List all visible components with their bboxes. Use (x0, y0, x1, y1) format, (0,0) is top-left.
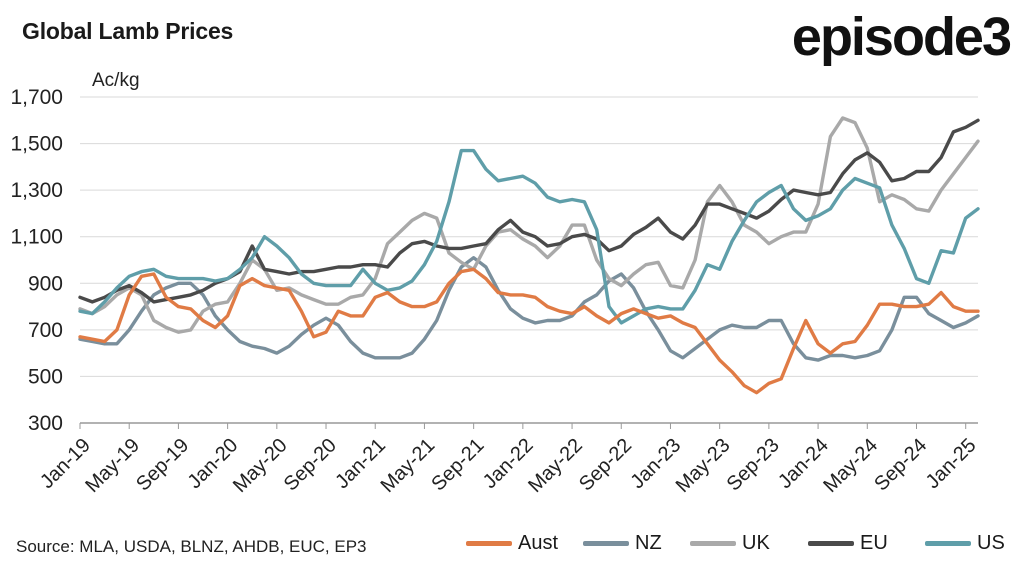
x-tick-label: Sep-24 (870, 434, 931, 495)
y-tick-label: 500 (28, 365, 63, 388)
legend-swatch (466, 541, 512, 546)
x-tick-label: Sep-19 (132, 434, 193, 495)
source-note: Source: MLA, USDA, BLNZ, AHDB, EUC, EP3 (16, 537, 367, 556)
episode3-logo: episode3 (791, 7, 1012, 67)
legend-label: UK (742, 532, 770, 554)
legend-swatch (583, 541, 629, 546)
legend-swatch (690, 541, 736, 546)
legend-swatch (925, 541, 971, 546)
x-tick-label: May-23 (672, 434, 735, 497)
legend-swatch (808, 541, 854, 546)
x-tick-label: Sep-21 (427, 434, 488, 495)
legend-item-nz: NZ (583, 532, 662, 555)
x-tick-label: May-20 (229, 434, 292, 497)
x-tick-label: May-24 (819, 434, 882, 497)
legend-label: US (977, 532, 1005, 554)
y-tick-label: 1,700 (10, 86, 63, 109)
legend-label: NZ (635, 532, 662, 554)
legend-label: Aust (518, 532, 559, 554)
series-line-eu (78, 118, 980, 304)
y-tick-label: 1,300 (10, 179, 63, 202)
x-tick-label: Jan-25 (922, 434, 981, 493)
legend-item-us: US (925, 532, 1005, 555)
x-tick-label: May-22 (524, 434, 587, 497)
x-tick-label: May-21 (377, 434, 440, 497)
x-tick-label: Sep-22 (575, 434, 636, 495)
y-tick-label: 1,100 (10, 226, 63, 249)
series-line-uk (78, 116, 980, 334)
y-tick-label: 700 (28, 319, 63, 342)
x-tick-label: Sep-23 (723, 434, 784, 495)
x-tick-label: Sep-20 (280, 434, 341, 495)
legend-item-uk: UK (690, 532, 770, 555)
y-tick-label: 300 (28, 412, 63, 435)
series-line-nz (78, 256, 980, 362)
series-line-us (78, 148, 980, 325)
legend-item-aust: Aust (466, 532, 558, 555)
chart-title: Global Lamb Prices (22, 18, 234, 44)
x-tick-label: May-19 (81, 434, 144, 497)
y-tick-label: 900 (28, 272, 63, 295)
series-line-aust (78, 267, 980, 395)
legend-item-eu: EU (808, 532, 888, 555)
y-tick-label: 1,500 (10, 133, 63, 156)
legend-label: EU (860, 532, 888, 554)
y-axis-unit-label: Ac/kg (92, 70, 140, 91)
